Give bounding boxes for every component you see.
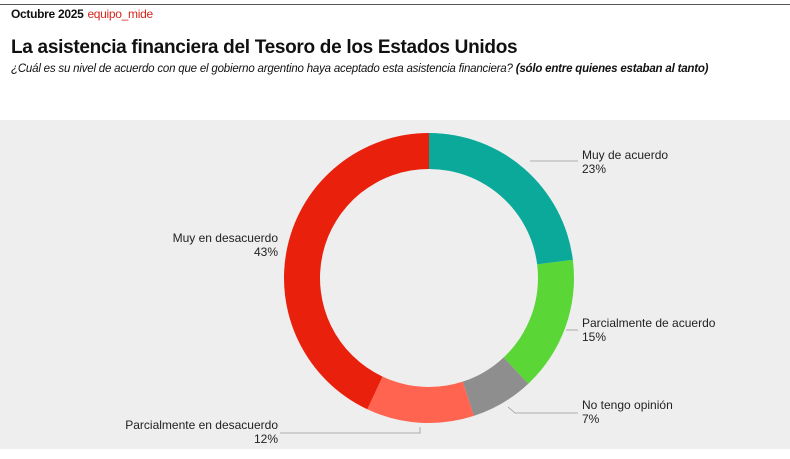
chart-title: La asistencia financiera del Tesoro de l… [11,37,518,58]
slice-no-tengo-opini-n [462,357,529,416]
data-label-category: Muy en desacuerdo [173,231,279,245]
slice-muy-en-desacuerdo [283,133,429,410]
brand: equipo_mide [87,7,153,21]
slice-muy-de-acuerdo [429,133,573,265]
data-label-category: Muy de acuerdo [582,148,668,162]
leader-line [280,427,421,434]
data-label-value: 15% [582,330,606,344]
leader-line [507,406,578,414]
data-label-value: 12% [254,432,278,446]
subtitle-question: ¿Cuál es su nivel de acuerdo con que el … [11,63,513,75]
header-meta: Octubre 2025 equipo_mide [11,7,153,21]
subtitle-note: (sólo entre quienes estaban al tanto) [515,63,709,75]
top-rule [0,4,790,5]
chart-subtitle: ¿Cuál es su nivel de acuerdo con que el … [11,63,708,75]
data-label-category: Parcialmente de acuerdo [582,316,716,330]
data-label-value: 23% [582,162,606,176]
slice-parcialmente-en-desacuerdo [367,376,474,423]
date: Octubre 2025 [11,7,84,21]
data-label-value: 7% [582,412,600,426]
data-label-category: No tengo opinión [582,398,673,412]
slice-parcialmente-de-acuerdo [503,259,574,384]
data-label-value: 43% [254,245,278,259]
data-label-category: Parcialmente en desacuerdo [125,418,278,432]
